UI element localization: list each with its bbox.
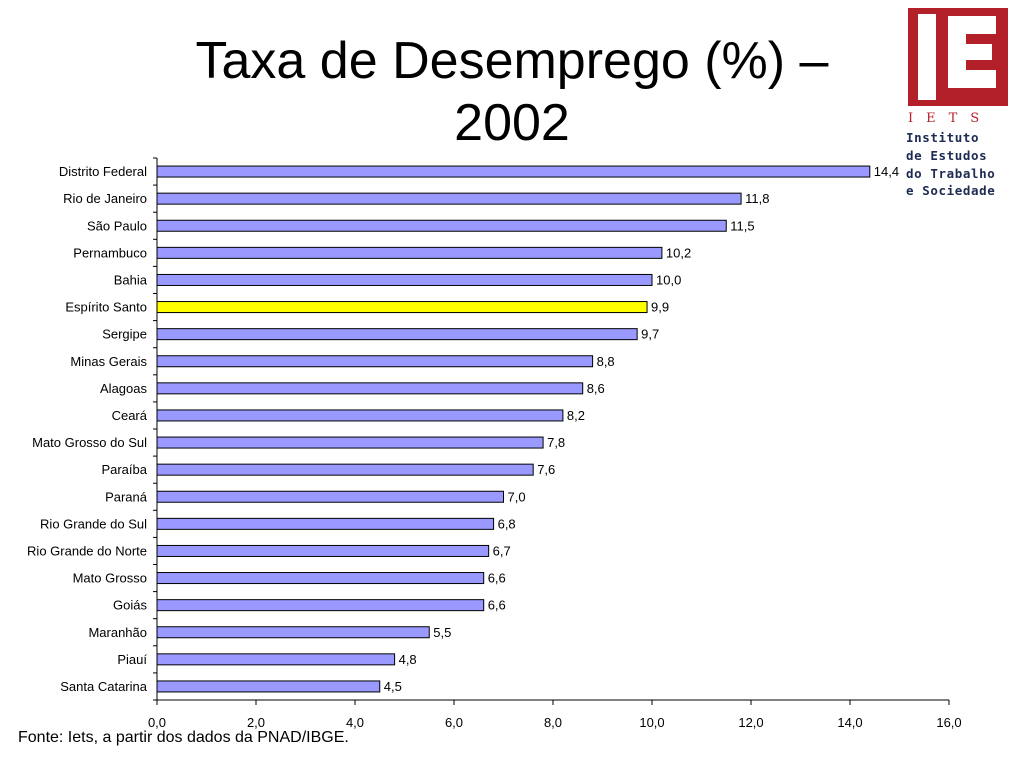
bar bbox=[156, 301, 648, 314]
bar bbox=[156, 463, 534, 476]
bar bbox=[156, 382, 584, 395]
logo-line-4: e Sociedade bbox=[906, 183, 996, 198]
bar bbox=[156, 355, 594, 368]
value-label: 9,9 bbox=[651, 300, 669, 315]
logo-line-1: Instituto bbox=[906, 130, 980, 145]
category-label: Maranhão bbox=[88, 625, 147, 640]
value-label: 7,8 bbox=[547, 435, 565, 450]
bar bbox=[156, 653, 396, 666]
bar bbox=[156, 544, 490, 557]
value-label: 9,7 bbox=[641, 327, 659, 342]
bar bbox=[156, 599, 485, 612]
x-tick-label: 8,0 bbox=[544, 715, 562, 730]
bar bbox=[156, 409, 564, 422]
value-label: 8,8 bbox=[597, 354, 615, 369]
bar bbox=[156, 572, 485, 585]
iets-logo-mark-graphic bbox=[918, 12, 996, 102]
category-label: Sergipe bbox=[102, 327, 147, 342]
x-tick-label: 16,0 bbox=[936, 715, 961, 730]
bar bbox=[156, 219, 727, 232]
page-title: Taxa de Desemprego (%) – 2002 bbox=[120, 30, 904, 154]
iets-logo: IETS Instituto de Estudos do Trabalho e … bbox=[906, 8, 1010, 198]
value-label: 7,6 bbox=[537, 462, 555, 477]
iets-acronym: IETS bbox=[908, 111, 993, 126]
category-label: Bahia bbox=[114, 272, 148, 287]
bar bbox=[156, 490, 504, 503]
category-label: Rio de Janeiro bbox=[63, 191, 147, 206]
value-label: 11,5 bbox=[730, 218, 754, 233]
bar bbox=[156, 165, 871, 178]
bar bbox=[156, 517, 495, 530]
category-label: Mato Grosso bbox=[73, 571, 147, 586]
logo-line-2: de Estudos bbox=[906, 148, 988, 163]
value-label: 6,6 bbox=[488, 571, 506, 586]
category-label: Rio Grande do Sul bbox=[40, 516, 147, 531]
category-label: Goiás bbox=[113, 598, 147, 613]
iets-logo-mark bbox=[908, 8, 1008, 106]
bar bbox=[156, 246, 663, 259]
x-tick-label: 2,0 bbox=[247, 715, 265, 730]
value-label: 6,7 bbox=[493, 543, 511, 558]
value-label: 8,2 bbox=[567, 408, 585, 423]
bar bbox=[156, 192, 742, 205]
category-label: Paraná bbox=[105, 489, 148, 504]
category-label: Distrito Federal bbox=[59, 164, 147, 179]
category-label: Santa Catarina bbox=[60, 679, 147, 694]
value-label: 5,5 bbox=[433, 625, 451, 640]
value-label: 10,2 bbox=[666, 245, 691, 260]
value-label: 7,0 bbox=[508, 489, 526, 504]
value-label: 4,5 bbox=[384, 679, 402, 694]
x-tick-label: 10,0 bbox=[639, 715, 664, 730]
bar bbox=[156, 626, 430, 639]
category-label: Rio Grande do Norte bbox=[27, 543, 147, 558]
category-label: Ceará bbox=[112, 408, 148, 423]
x-tick-label: 4,0 bbox=[346, 715, 364, 730]
category-label: Alagoas bbox=[100, 381, 147, 396]
bar bbox=[156, 328, 638, 341]
value-label: 6,6 bbox=[488, 598, 506, 613]
x-tick-label: 12,0 bbox=[738, 715, 763, 730]
value-label: 8,6 bbox=[587, 381, 605, 396]
value-label: 4,8 bbox=[399, 652, 417, 667]
source-note: Fonte: Iets, a partir dos dados da PNAD/… bbox=[18, 729, 349, 746]
x-tick-label: 14,0 bbox=[837, 715, 862, 730]
bar bbox=[156, 436, 544, 449]
value-label: 14,4 bbox=[874, 164, 899, 179]
bar bbox=[156, 680, 381, 693]
category-label: Pernambuco bbox=[73, 245, 147, 260]
x-tick-label: 6,0 bbox=[445, 715, 463, 730]
value-label: 6,8 bbox=[498, 516, 516, 531]
category-label: Mato Grosso do Sul bbox=[32, 435, 147, 450]
category-label: Espírito Santo bbox=[65, 300, 147, 315]
value-label: 10,0 bbox=[656, 272, 681, 287]
unemployment-bar-chart: 0,0 2,0 4,0 6,0 8,0 10,0 12,0 14,0 16,0 Distrito … bbox=[27, 157, 962, 730]
category-label: Paraíba bbox=[101, 462, 147, 477]
value-label: 11,8 bbox=[745, 191, 769, 206]
title-line-2: 2002 bbox=[454, 94, 570, 152]
logo-line-3: do Trabalho bbox=[906, 166, 996, 181]
category-label: São Paulo bbox=[87, 218, 147, 233]
x-tick-label: 0,0 bbox=[148, 715, 166, 730]
category-label: Piauí bbox=[117, 652, 147, 667]
bar bbox=[156, 273, 653, 286]
title-line-1: Taxa de Desemprego (%) – bbox=[195, 32, 829, 90]
category-label: Minas Gerais bbox=[70, 354, 147, 369]
